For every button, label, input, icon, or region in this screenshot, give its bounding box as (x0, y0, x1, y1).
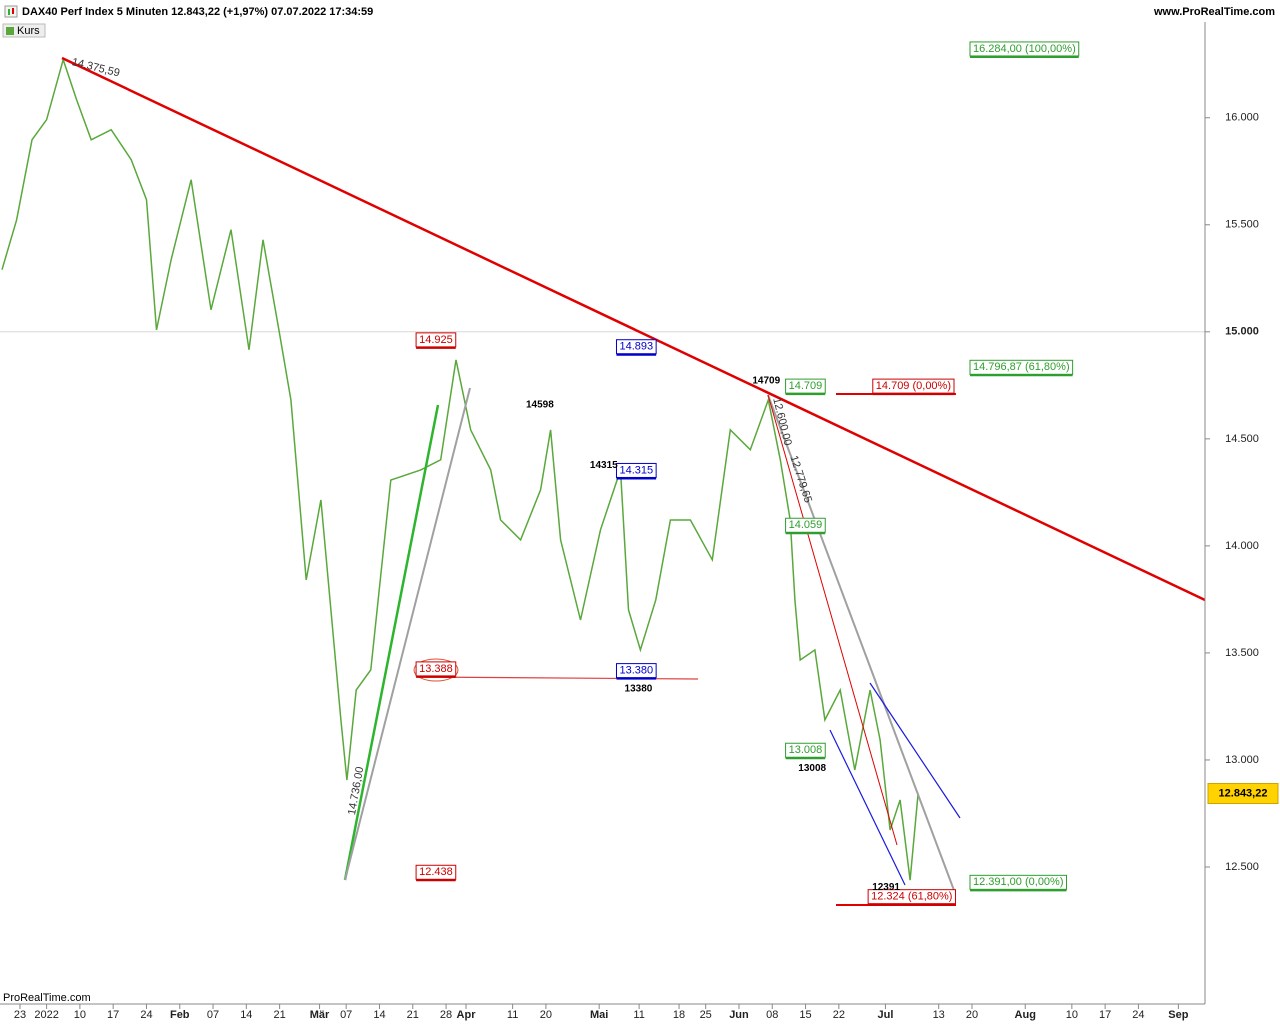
x-tick-label: 20 (540, 1009, 552, 1021)
y-tick-label: 14.500 (1225, 433, 1259, 445)
x-tick-label: Mai (590, 1009, 608, 1021)
x-tick-label: 10 (1066, 1009, 1078, 1021)
plot-area (0, 57, 1205, 881)
x-tick-label: 15 (799, 1009, 811, 1021)
annotation-label: 13.008 (789, 744, 823, 756)
level-label: 14315 (590, 460, 618, 471)
annotation-label: 14.893 (619, 341, 653, 353)
level-label: 14598 (526, 400, 554, 411)
annotation-label: 16.284,00 (100,00%) (973, 43, 1076, 55)
trend-line (767, 394, 956, 894)
price-line (1, 57, 919, 881)
annotation-label: 14.796,87 (61,80%) (973, 361, 1070, 373)
legend-label: Kurs (17, 25, 40, 37)
x-tick-label: 10 (74, 1009, 86, 1021)
x-tick-label: 17 (107, 1009, 119, 1021)
x-tick-label: 24 (140, 1009, 152, 1021)
trend-line (61, 56, 1206, 602)
icon (12, 8, 14, 14)
annotation-label: 12.391,00 (0,00%) (973, 876, 1064, 888)
header-title: DAX40 Perf Index 5 Minuten 12.843,22 (+1… (22, 6, 373, 18)
y-tick-label: 16.000 (1225, 112, 1259, 124)
annotation-label: 14.709 (0,00%) (876, 380, 951, 392)
x-tick-label: 11 (633, 1009, 644, 1021)
x-tick-label: 14 (373, 1009, 385, 1021)
annotation-label: 13.380 (619, 665, 653, 677)
x-tick-label: 28 (440, 1009, 452, 1021)
x-tick-label: Mär (310, 1009, 330, 1021)
level-label: 13008 (798, 763, 826, 774)
drawings (61, 56, 1206, 906)
x-tick-label: Feb (170, 1009, 190, 1021)
x-tick-label: 11 (507, 1009, 518, 1021)
x-tick-label: 21 (273, 1009, 285, 1021)
header-bar (0, 0, 1280, 22)
x-tick-label: 25 (700, 1009, 712, 1021)
highlight (413, 658, 459, 682)
x-tick-label: Apr (457, 1009, 477, 1021)
header-site[interactable]: www.ProRealTime.com (1153, 6, 1275, 18)
level-label: 12391 (872, 882, 900, 893)
y-tick-label: 12.500 (1225, 861, 1259, 873)
x-tick-label: 18 (673, 1009, 685, 1021)
legend-swatch (6, 27, 14, 35)
trend-line (767, 394, 898, 846)
x-tick-label: Jul (877, 1009, 893, 1021)
y-tick-label: 13.000 (1225, 754, 1259, 766)
y-tick-label: 13.500 (1225, 647, 1259, 659)
icon (8, 9, 10, 15)
x-tick-label: 07 (207, 1009, 219, 1021)
x-tick-label: 22 (833, 1009, 845, 1021)
icon (4, 5, 18, 18)
x-tick-label: 23 (14, 1009, 26, 1021)
annotation-label: 13.388 (419, 663, 453, 675)
y-tick-label: 15.500 (1225, 219, 1259, 231)
x-tick-label: 2022 (34, 1009, 58, 1021)
x-tick-label: 20 (966, 1009, 978, 1021)
annotation-label: 14.315 (619, 464, 653, 476)
trend-line (344, 387, 471, 881)
x-tick-label: Sep (1168, 1009, 1188, 1021)
level-label: 14709 (752, 376, 780, 387)
last-price-label: 12.843,22 (1219, 787, 1268, 799)
annotation-label: 14.925 (419, 334, 453, 346)
annotation-label: 14.709 (789, 380, 823, 392)
channel-line (829, 729, 906, 886)
x-tick-label: 21 (407, 1009, 419, 1021)
x-tick-label: 24 (1132, 1009, 1144, 1021)
annotation-label: 14.059 (789, 519, 823, 531)
channel-line (869, 682, 961, 819)
x-tick-label: 07 (340, 1009, 352, 1021)
x-tick-label: 08 (766, 1009, 778, 1021)
y-tick-label: 15.000 (1225, 326, 1259, 338)
watermark: ProRealTime.com (3, 992, 91, 1004)
y-tick-label: 14.000 (1225, 540, 1259, 552)
x-tick-label: 17 (1099, 1009, 1111, 1021)
level-label: 13380 (625, 683, 653, 694)
annotation-label: 12.438 (419, 866, 453, 878)
annotation-label: 12.324 (61,80%) (871, 891, 952, 903)
trend-line (343, 404, 440, 881)
x-tick-label: 14 (240, 1009, 252, 1021)
last-price-box (1207, 783, 1279, 805)
x-tick-label: Jun (729, 1009, 749, 1021)
x-tick-label: Aug (1015, 1009, 1036, 1021)
x-tick-label: 13 (933, 1009, 945, 1021)
